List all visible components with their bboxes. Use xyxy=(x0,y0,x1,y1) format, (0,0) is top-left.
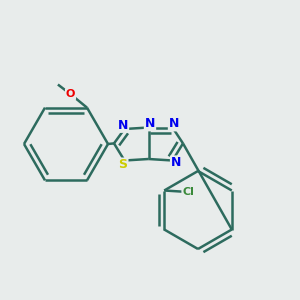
Text: N: N xyxy=(171,156,181,170)
Text: N: N xyxy=(169,117,179,130)
Text: S: S xyxy=(118,158,127,172)
Text: N: N xyxy=(145,117,155,130)
Text: N: N xyxy=(118,119,128,132)
Text: Cl: Cl xyxy=(182,187,194,197)
Text: O: O xyxy=(66,89,75,99)
